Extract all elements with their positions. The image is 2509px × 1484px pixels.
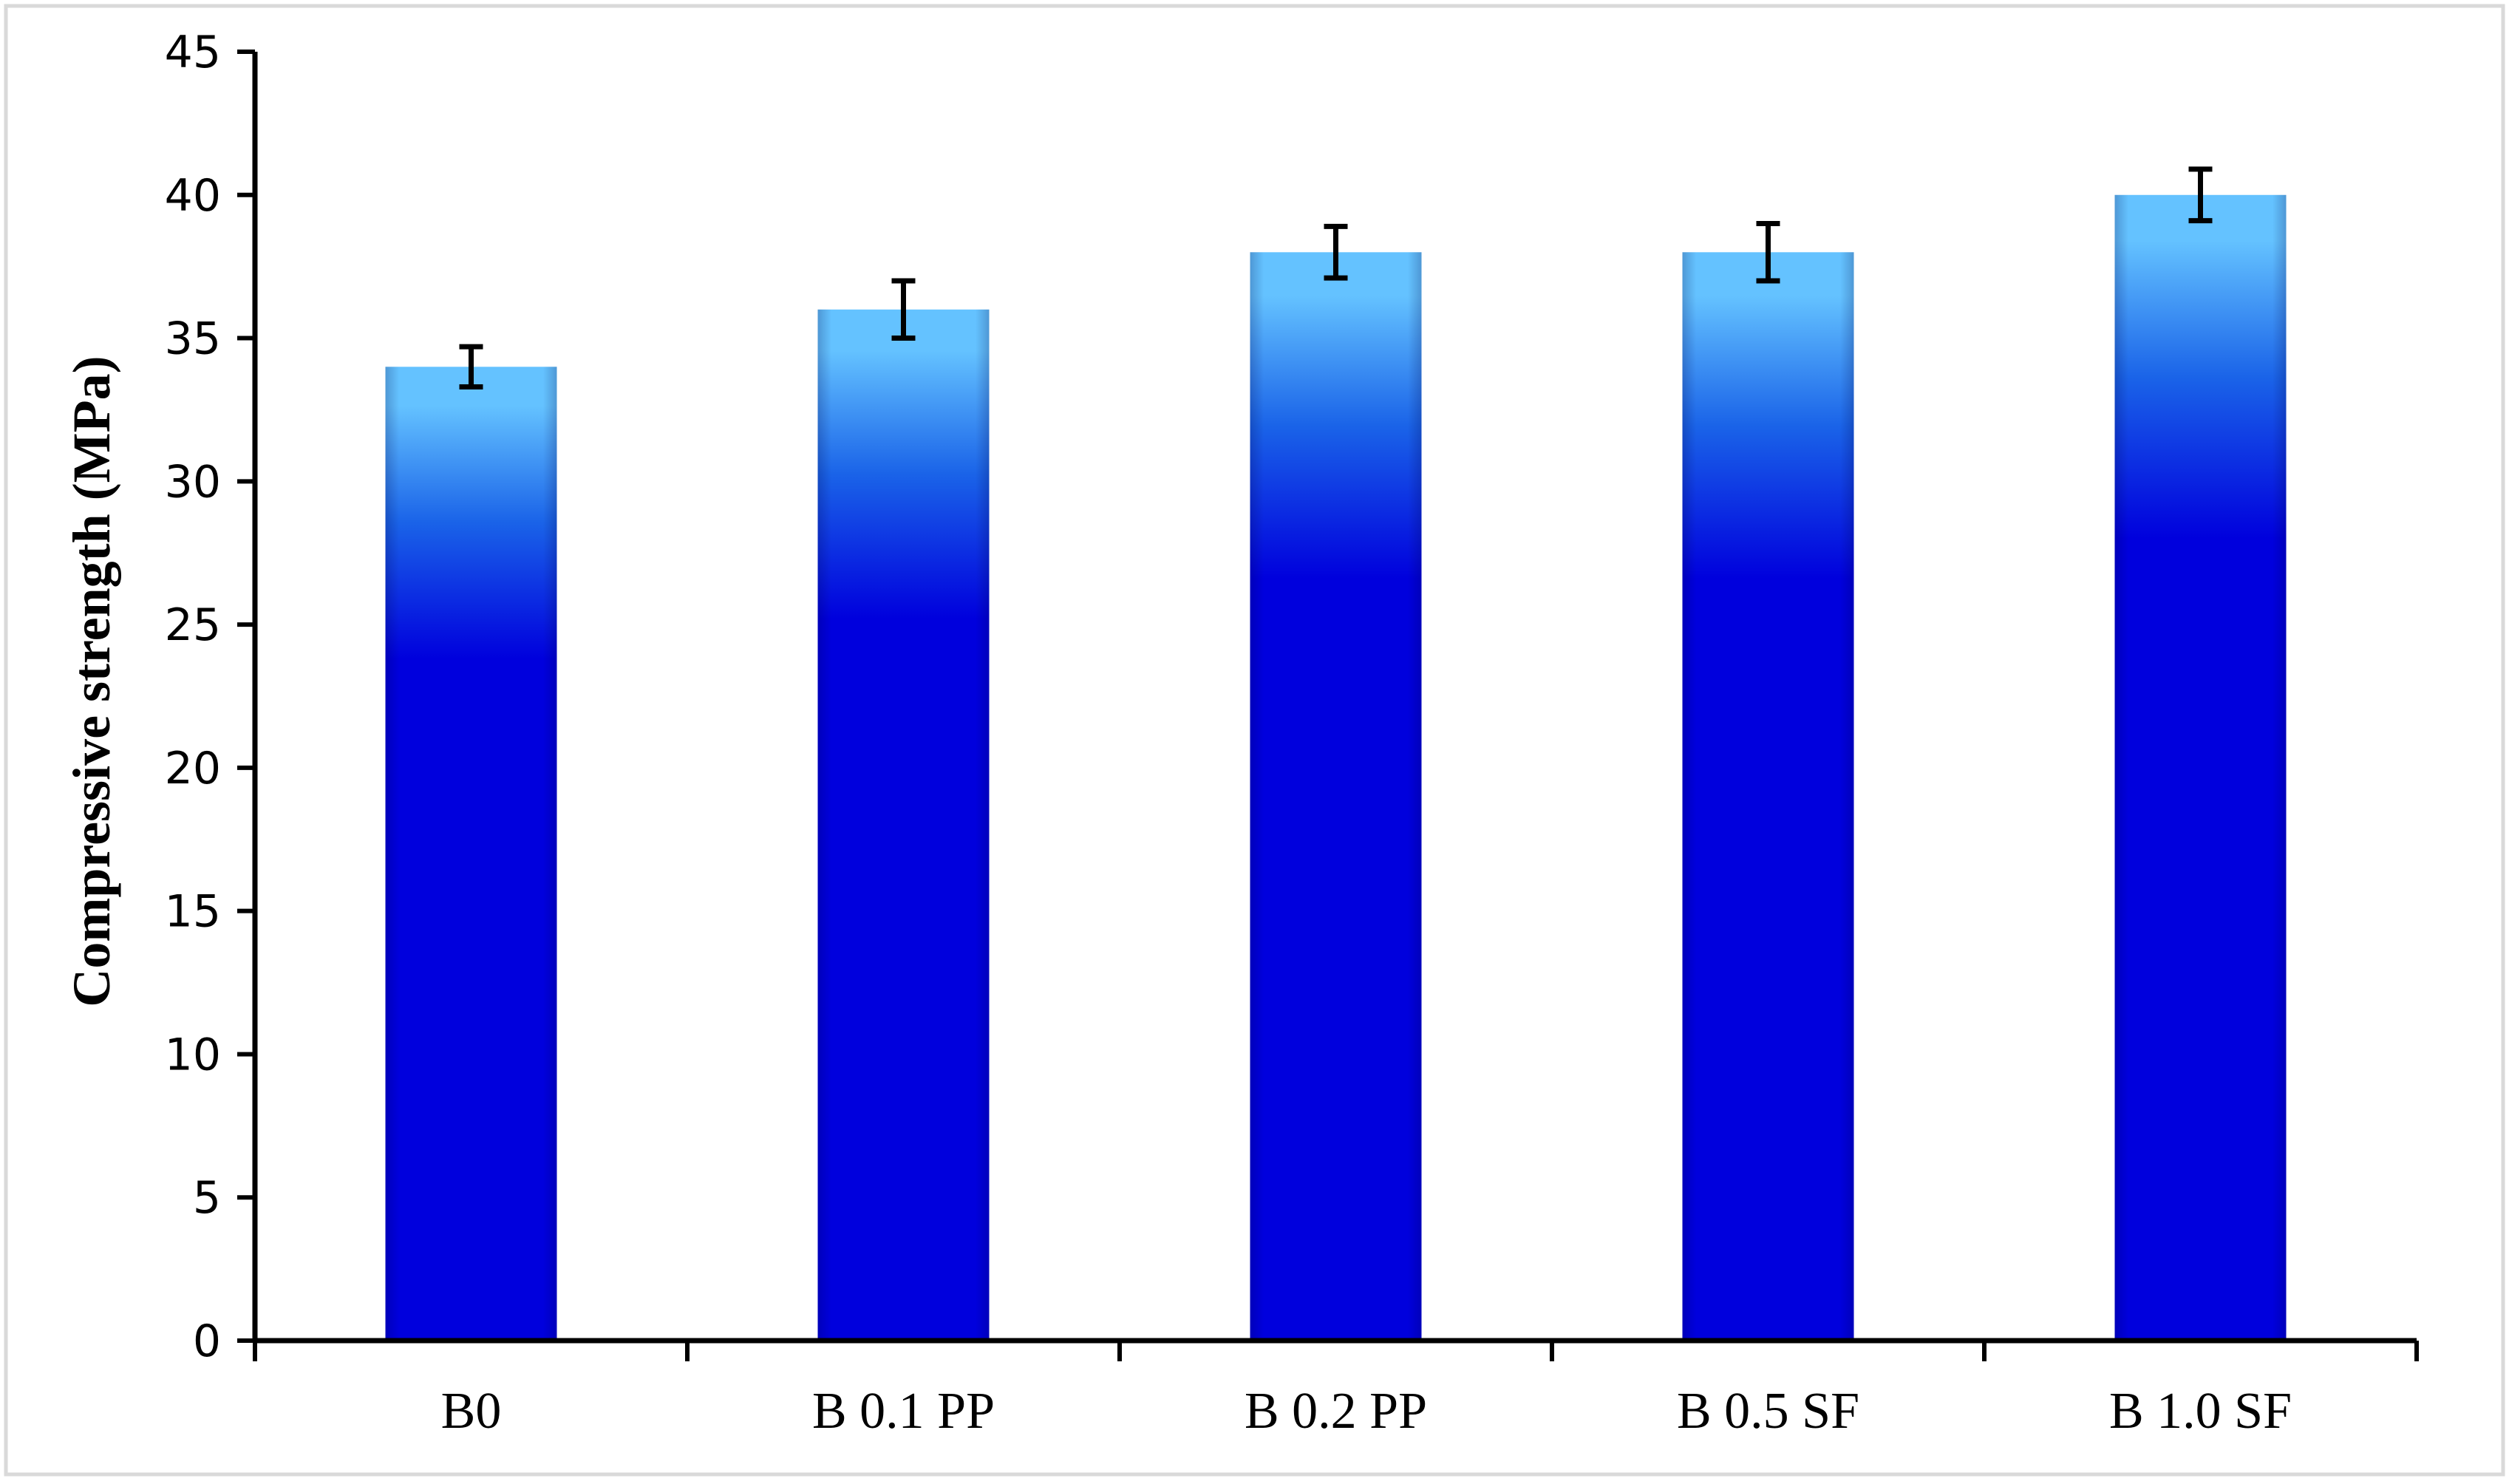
bar-b-1-0-sf: [2114, 194, 2287, 1341]
bars-layer: [385, 194, 2287, 1341]
error-bar: [1324, 223, 1348, 281]
y-tick-label: 40: [165, 170, 221, 222]
bar-b-0-5-sf: [1682, 252, 1854, 1341]
y-axis-label: Compressive strength (MPa): [62, 355, 121, 1007]
bar-shade: [1250, 252, 1422, 1341]
x-tick-label: B 1.0 SF: [2109, 1383, 2292, 1440]
error-bar: [459, 344, 483, 389]
bar-b-0-1-pp: [817, 309, 990, 1341]
y-tick-label: 25: [165, 599, 221, 651]
axes-layer: [252, 52, 2417, 1344]
y-axis-ticks: 0 5 10 15 20 25 30 35 40 45: [165, 27, 255, 1367]
y-tick-label: 10: [165, 1029, 221, 1080]
x-tick-label: B 0.2 PP: [1245, 1383, 1427, 1440]
error-bar: [1756, 221, 1780, 284]
error-bar: [2188, 166, 2213, 224]
x-tick-label: B 0.1 PP: [812, 1383, 995, 1440]
bar-shade: [385, 367, 557, 1341]
error-bar: [891, 278, 916, 341]
bar-shade: [1682, 252, 1854, 1341]
x-tick-label: B0: [441, 1383, 502, 1440]
error-bars-layer: [459, 166, 2213, 389]
x-tick-label: B 0.5 SF: [1677, 1383, 1859, 1440]
x-axis-ticks: B0 B 0.1 PP B 0.2 PP B 0.5 SF B 1.0 SF: [253, 1341, 2419, 1440]
y-tick-label: 35: [165, 313, 221, 365]
y-tick-label: 5: [193, 1172, 221, 1224]
y-tick-label: 30: [165, 456, 221, 508]
y-tick-label: 45: [165, 27, 221, 78]
bar-b0: [385, 367, 557, 1341]
bar-shade: [2114, 194, 2287, 1341]
y-tick-label: 20: [165, 743, 221, 794]
bar-b-0-2-pp: [1250, 252, 1422, 1341]
bar-shade: [817, 309, 990, 1341]
y-tick-label: 15: [165, 886, 221, 938]
y-tick-label: 0: [193, 1315, 221, 1367]
